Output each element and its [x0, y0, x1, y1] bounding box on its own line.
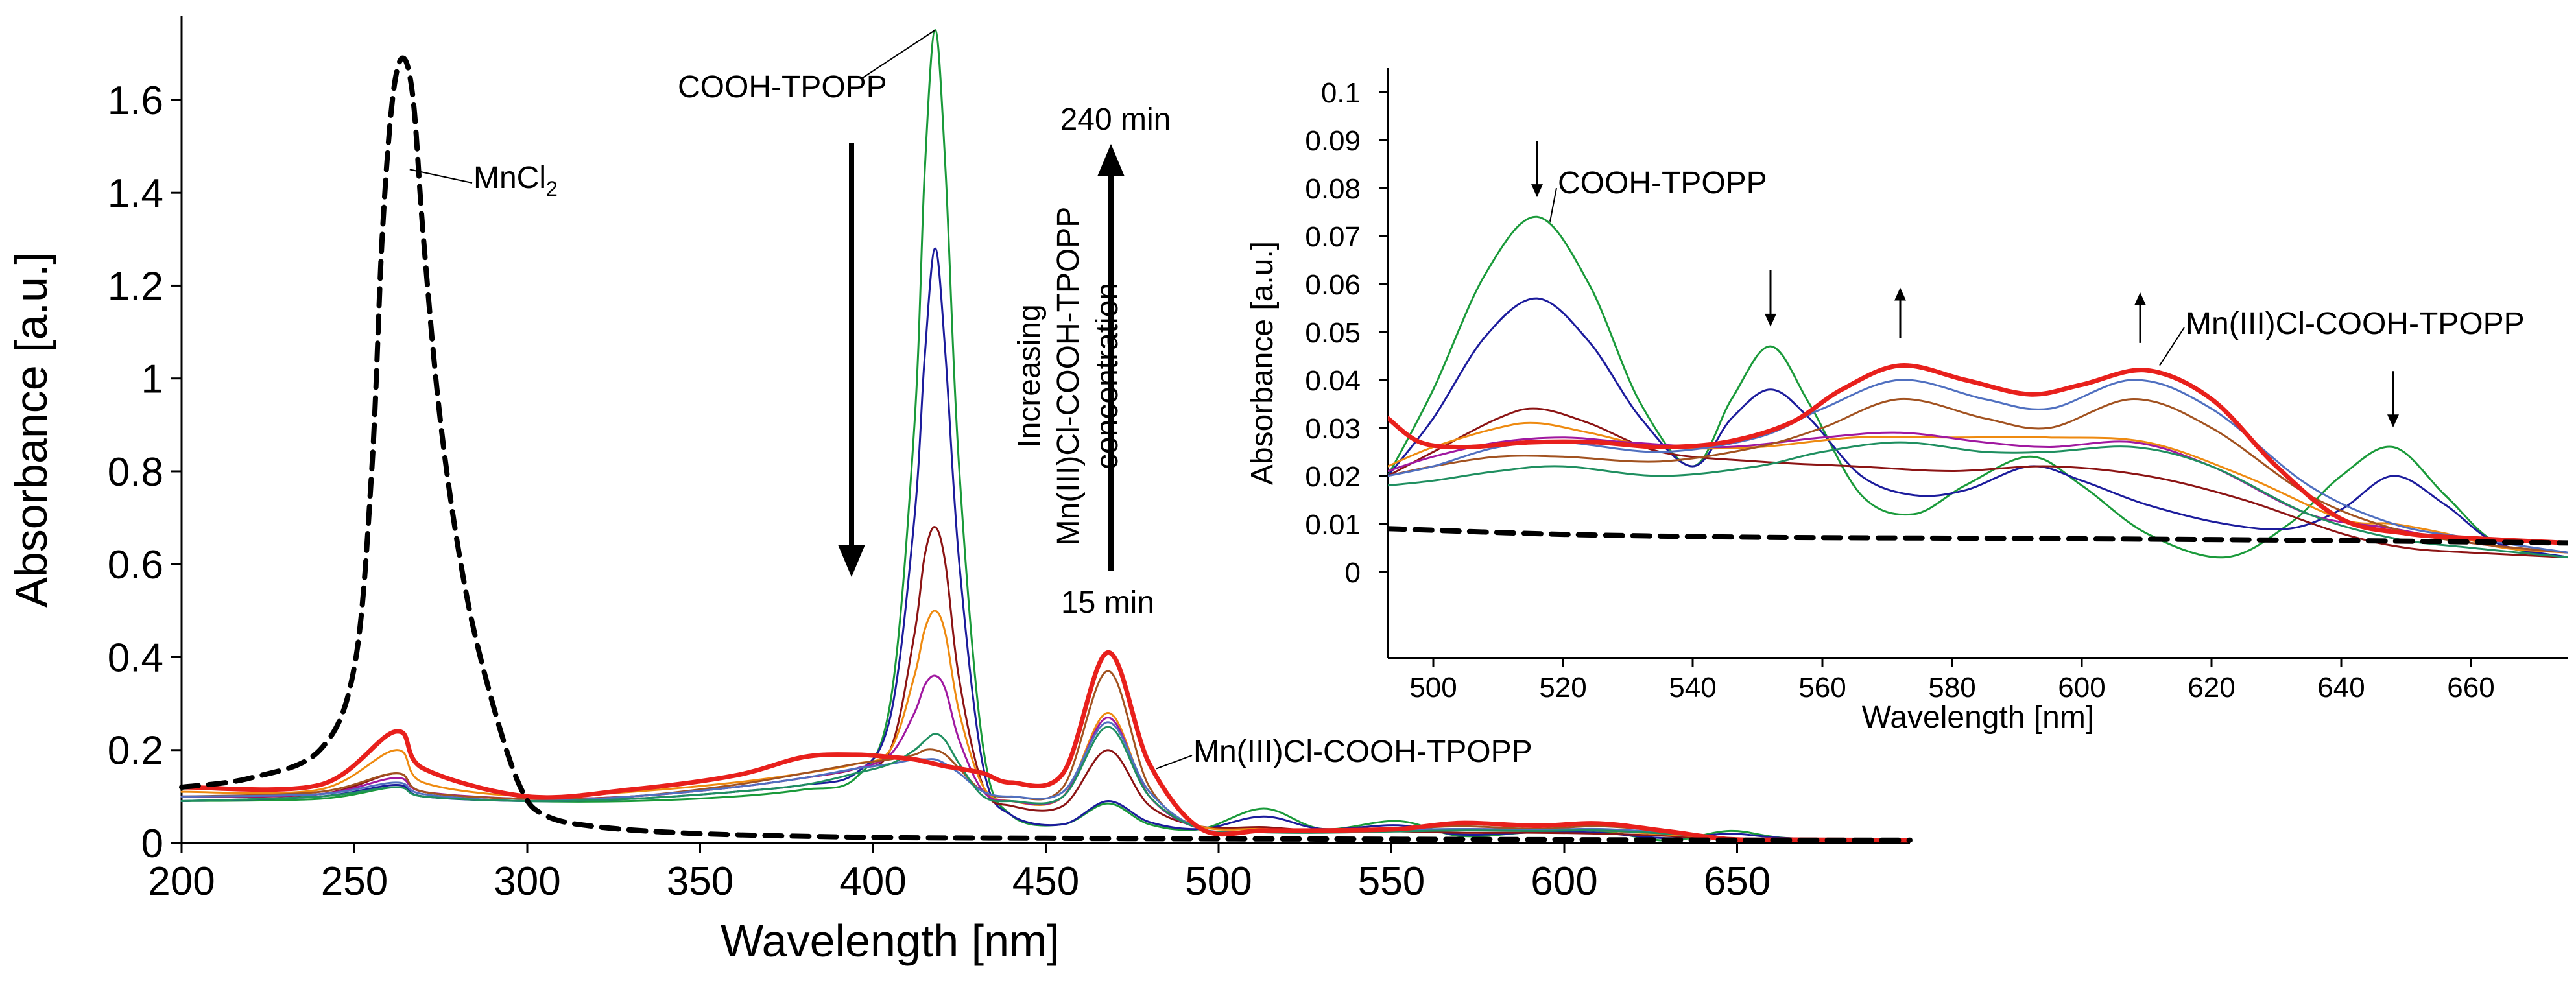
main-plot: 200 250 300 350 400 450 500 550 600 650 0 0.2 0.4 0.6…: [6, 16, 1913, 966]
inset-y-tick-label: 0.07: [1305, 221, 1361, 253]
inset-y-tick-label: 0.06: [1305, 269, 1361, 301]
inset-annotation-cooh-tpopp: COOH-TPOPP: [1558, 166, 1767, 200]
inset-y-tick-label: 0.01: [1305, 509, 1361, 541]
inset-y-tick-label: 0.09: [1305, 125, 1361, 157]
inset-x-tick-label: 560: [1798, 672, 1846, 704]
annotation-leader: [409, 169, 473, 184]
y-tick-label: 1.6: [108, 78, 163, 123]
series-line-9: [179, 55, 1913, 843]
y-tick-label: 1.2: [108, 264, 163, 309]
series-line-3: [180, 610, 1911, 842]
inset-y-tick-label: 0.04: [1305, 365, 1361, 397]
x-tick-label: 450: [1012, 859, 1079, 904]
inset-y-axis-label: Absorbance [a.u.]: [1245, 241, 1280, 485]
inset-annotation-leader: [2159, 327, 2185, 366]
inset-y-tick-label: 0.08: [1305, 173, 1361, 205]
main-annotations: COOH-TPOPP MnCl2 Mn(III)Cl-COOH-TPOPP 240 m…: [409, 29, 1532, 770]
annotation-leader: [1156, 755, 1193, 770]
rotated-caption-line-1: Mn(III)Cl-COOH-TPOPP: [1051, 207, 1086, 546]
x-tick-label: 600: [1531, 859, 1597, 904]
x-tick-label: 250: [321, 859, 388, 904]
y-axis-label: Absorbance [a.u.]: [6, 252, 56, 608]
inset-x-tick-label: 600: [2058, 672, 2105, 704]
inset-y-tick-label: 0.02: [1305, 461, 1361, 493]
label-15-min: 15 min: [1061, 586, 1154, 620]
annotation-cooh-tpopp: COOH-TPOPP: [678, 70, 887, 104]
inset-y-tick-label: 0: [1345, 557, 1361, 589]
subscript: 2: [546, 177, 558, 200]
inset-x-tick-label: 580: [1928, 672, 1975, 704]
series-line-8: [179, 650, 1913, 843]
inset-plot: 500 520 540 560 580 600 620 640 660 0 0.01 0.02 0.03…: [1245, 68, 2568, 735]
x-tick-label: 500: [1185, 859, 1252, 904]
inset-annotation-mn-complex: Mn(III)Cl-COOH-TPOPP: [2186, 307, 2525, 341]
rotated-caption-line-0: Increasing: [1012, 304, 1047, 447]
y-tick-label: 0: [141, 822, 163, 866]
x-tick-label: 300: [494, 859, 560, 904]
inset-series-group: [1388, 215, 2568, 559]
annotation-mn-complex: Mn(III)Cl-COOH-TPOPP: [1193, 735, 1532, 769]
decrease-arrow-head: [838, 545, 865, 577]
inset-x-tick-label: 640: [2317, 672, 2365, 704]
inset-series-line-0: [1388, 215, 2568, 559]
inset-series-line-9: [1388, 526, 2568, 546]
annotation-mncl2: MnCl2: [473, 161, 558, 200]
series-line-4: [180, 674, 1911, 842]
inset-series-line-8: [1388, 362, 2568, 545]
rotated-caption-line-2: concentration: [1090, 283, 1125, 469]
inset-x-tick-label: 520: [1539, 672, 1586, 704]
inset-x-tick-label: 620: [2188, 672, 2235, 704]
series-line-6: [180, 721, 1911, 842]
inset-x-tick-label: 500: [1409, 672, 1457, 704]
inset-x-tick-label: 540: [1669, 672, 1716, 704]
inset-arrow-head-0: [1531, 184, 1543, 198]
inset-annotations: COOH-TPOPP Mn(III)Cl-COOH-TPOPP: [1531, 141, 2525, 428]
series-line-7: [180, 726, 1911, 842]
annotation-leader: [862, 29, 936, 78]
y-tick-label: 0.8: [108, 450, 163, 495]
inset-annotation-leader: [1549, 187, 1557, 222]
increase-arrow-head: [1097, 144, 1125, 176]
x-axis-label: Wavelength [nm]: [721, 916, 1060, 966]
x-tick-label: 350: [667, 859, 733, 904]
y-tick-label: 0.2: [108, 729, 163, 774]
x-tick-label: 650: [1704, 859, 1771, 904]
series-line-0: [180, 29, 1911, 842]
x-tick-label: 400: [839, 859, 906, 904]
x-tick-label: 550: [1358, 859, 1425, 904]
y-tick-label: 1.4: [108, 171, 163, 216]
inset-series-line-5: [1388, 397, 2568, 554]
inset-x-axis-label: Wavelength [nm]: [1862, 700, 2094, 735]
inset-y-tick-label: 0.05: [1305, 317, 1361, 349]
inset-series-line-6: [1388, 441, 2568, 559]
inset-arrow-head-4: [2387, 414, 2399, 428]
x-tick-label: 200: [148, 859, 215, 904]
inset-arrow-head-3: [2134, 292, 2146, 305]
inset-y-tick-label: 0.03: [1305, 413, 1361, 445]
inset-series-line-1: [1388, 297, 2568, 559]
inset-arrow-head-1: [1765, 313, 1776, 327]
inset-y-tick-label: 0.1: [1321, 77, 1361, 109]
label-240-min: 240 min: [1060, 102, 1171, 137]
y-tick-label: 0.6: [108, 543, 163, 587]
y-tick-label: 1: [141, 357, 163, 402]
series-line-5: [180, 670, 1911, 842]
y-tick-label: 0.4: [108, 635, 163, 680]
inset-series-line-4: [1388, 431, 2568, 554]
inset-arrow-head-2: [1894, 287, 1906, 301]
inset-x-tick-label: 660: [2447, 672, 2494, 704]
